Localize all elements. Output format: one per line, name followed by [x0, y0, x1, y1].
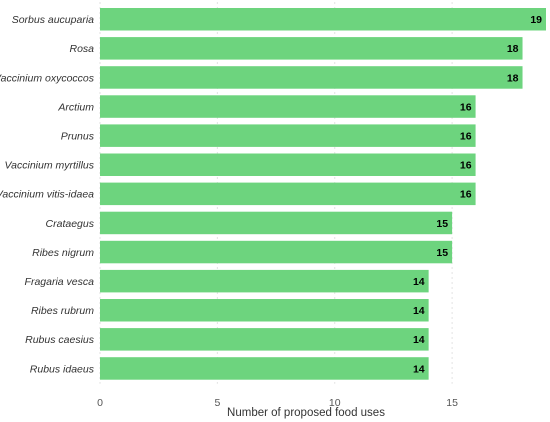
- x-tick-label-15: 15: [446, 397, 458, 409]
- bar-rubus-caesius: [100, 328, 429, 351]
- x-tick-label-0: 0: [97, 397, 103, 409]
- bars: [100, 8, 546, 380]
- category-label: Rubus caesius: [25, 334, 95, 346]
- category-labels: Sorbus aucuparia Rosa Vaccinium oxycoccos A…: [0, 14, 95, 375]
- category-label: Crataegus: [46, 218, 95, 230]
- bar-rubus-idaeus: [100, 357, 429, 380]
- category-label: Ribes rubrum: [31, 305, 94, 317]
- value-label: 16: [460, 101, 472, 113]
- x-tick-label-5: 5: [214, 397, 220, 409]
- category-label: Rosa: [69, 43, 94, 55]
- bar-ribes-nigrum: [100, 240, 453, 264]
- bar-vaccinium-myrtillus: [100, 153, 476, 176]
- category-label: Arctium: [57, 101, 94, 113]
- bar-vaccinium-vitis-idaea: [100, 182, 476, 206]
- value-label: 18: [507, 43, 519, 55]
- x-axis-title: Number of proposed food uses: [227, 407, 385, 419]
- bar-vaccinium-oxycoccos: [100, 66, 523, 89]
- value-label: 16: [460, 160, 472, 172]
- value-labels: 19 18 18 16 16 16 16 15 15 14 14 14 14: [413, 14, 542, 375]
- value-label: 16: [460, 189, 472, 201]
- value-label: 14: [413, 305, 425, 317]
- category-label: Vaccinium myrtillus: [5, 160, 95, 172]
- bar-sorbus-aucuparia: [100, 8, 546, 31]
- category-label: Rubus idaeus: [30, 363, 95, 375]
- value-label: 15: [436, 247, 448, 259]
- bar-arctium: [100, 95, 476, 118]
- bar-crataegus: [100, 211, 453, 235]
- x-axis-ticks: 0 5 10 15: [97, 397, 458, 409]
- value-label: 14: [413, 363, 425, 375]
- value-label: 14: [413, 334, 425, 346]
- value-label: 15: [436, 218, 448, 230]
- category-label: Vaccinium oxycoccos: [0, 72, 95, 84]
- bar-ribes-rubrum: [100, 299, 429, 322]
- bar-rosa: [100, 37, 523, 60]
- value-label: 14: [413, 276, 425, 288]
- value-label: 19: [530, 14, 542, 26]
- category-label: Vaccinium vitis-idaea: [0, 189, 94, 201]
- bar-fragaria-vesca: [100, 269, 429, 293]
- x-tick-label-10: 10: [329, 397, 341, 409]
- category-label: Fragaria vesca: [25, 276, 95, 288]
- bar-prunus: [100, 124, 476, 147]
- category-label: Ribes nigrum: [32, 247, 94, 259]
- value-label: 18: [507, 72, 519, 84]
- category-label: Sorbus aucuparia: [12, 14, 94, 26]
- category-label: Prunus: [61, 130, 95, 142]
- value-label: 16: [460, 130, 472, 142]
